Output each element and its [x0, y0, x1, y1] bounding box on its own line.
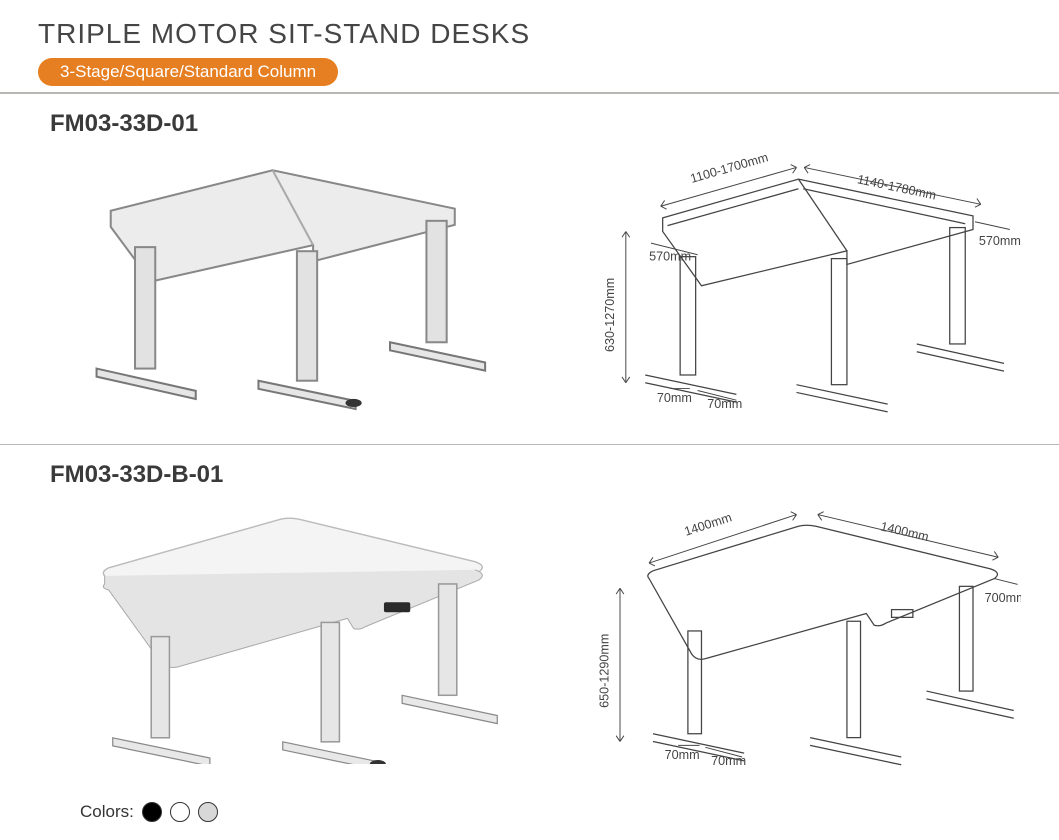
page-title: TRIPLE MOTOR SIT-STAND DESKS	[38, 18, 1059, 50]
dim-leg-w: 70mm	[656, 391, 691, 405]
page-header: TRIPLE MOTOR SIT-STAND DESKS 3-Stage/Squ…	[0, 0, 1059, 86]
dim-leg-d: 70mm	[707, 397, 742, 411]
swatch-white	[170, 802, 190, 822]
product-diagram: 1100-1700mm 1140-1780mm 630-1270mm 570mm…	[556, 150, 1022, 422]
dim-left-span: 1100-1700mm	[688, 150, 769, 186]
product-row: 1100-1700mm 1140-1780mm 630-1270mm 570mm…	[50, 150, 1021, 422]
model-name: FM03-33D-01	[50, 110, 1021, 138]
dim-right-span: 1400mm	[879, 519, 930, 544]
swatch-black	[142, 802, 162, 822]
swatch-grey	[198, 802, 218, 822]
dim-foot-right: 700mm	[984, 590, 1021, 604]
dim-foot-right: 570mm	[978, 234, 1020, 248]
dim-right-span: 1140-1780mm	[856, 172, 937, 202]
dim-foot-left: 570mm	[649, 250, 691, 264]
colors-label: Colors:	[80, 802, 134, 822]
subtitle-pill: 3-Stage/Square/Standard Column	[38, 58, 338, 86]
dim-height: 630-1270mm	[603, 278, 617, 352]
product-section-2: FM03-33D-B-01	[0, 445, 1059, 795]
product-row: 1400mm 1400mm 650-1290mm 700mm 70mm 70mm	[50, 501, 1021, 773]
dim-leg-w: 70mm	[664, 747, 699, 761]
product-render	[50, 150, 516, 413]
dim-height: 650-1290mm	[597, 633, 611, 707]
dim-left-span: 1400mm	[682, 510, 733, 538]
product-diagram: 1400mm 1400mm 650-1290mm 700mm 70mm 70mm	[556, 501, 1022, 773]
product-section-1: FM03-33D-01	[0, 94, 1059, 444]
model-name: FM03-33D-B-01	[50, 461, 1021, 489]
dim-leg-d: 70mm	[711, 753, 746, 767]
product-render	[50, 501, 516, 764]
